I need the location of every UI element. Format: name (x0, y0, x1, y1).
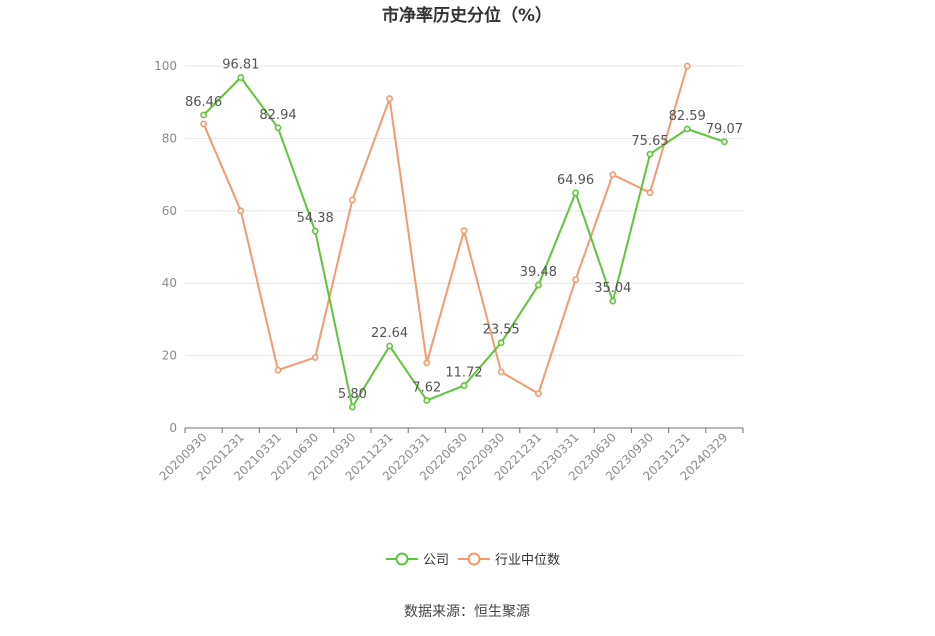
data-label: 22.64 (371, 326, 408, 341)
data-labels: 86.46 96.81 82.94 54.38 5.80 22.64 7.62 11.72 23… (185, 58, 743, 402)
data-point[interactable] (535, 390, 542, 398)
data-label: 5.80 (338, 387, 367, 402)
y-axis: 0 20 40 60 80 100 (154, 59, 177, 435)
x-axis: 2020093020201231202103312021063020210930… (157, 427, 744, 483)
y-tick-label: 60 (162, 204, 177, 218)
data-point[interactable] (646, 189, 654, 197)
legend-label: 行业中位数 (495, 553, 560, 568)
data-label: 64.96 (557, 173, 594, 188)
grid-lines (185, 65, 743, 357)
data-label: 35.04 (594, 281, 631, 296)
data-point[interactable] (609, 171, 617, 178)
data-point[interactable] (348, 196, 356, 204)
y-tick-label: 0 (169, 421, 177, 435)
legend-marker (395, 552, 409, 566)
y-tick-label: 40 (162, 276, 177, 290)
data-label: 11.72 (445, 366, 482, 381)
data-point[interactable] (423, 359, 431, 367)
data-point[interactable] (348, 403, 356, 411)
data-point[interactable] (460, 227, 468, 235)
data-label: 86.46 (185, 95, 222, 110)
data-label: 75.65 (631, 134, 668, 149)
source-note: 数据来源：恒生聚源 (404, 604, 530, 620)
legend-item-0[interactable]: 公司 (386, 552, 449, 568)
legend[interactable]: 公司 行业中位数 (386, 552, 560, 568)
data-point[interactable] (572, 189, 579, 197)
y-tick-label: 20 (162, 349, 177, 363)
legend-item-1[interactable]: 行业中位数 (458, 552, 560, 568)
data-point[interactable] (497, 368, 505, 376)
data-label: 96.81 (222, 58, 259, 73)
data-point[interactable] (200, 111, 207, 119)
y-tick-label: 80 (162, 131, 177, 145)
data-point[interactable] (646, 150, 654, 158)
series-line-1 (202, 65, 689, 395)
data-point[interactable] (311, 354, 319, 361)
data-point[interactable] (683, 62, 691, 70)
legend-marker (467, 552, 481, 566)
data-point[interactable] (572, 276, 579, 283)
data-point[interactable] (386, 342, 393, 350)
series-layer (200, 62, 728, 411)
data-point[interactable] (274, 124, 282, 132)
legend-label: 公司 (423, 553, 449, 568)
chart-title: 市净率历史分位（%） (382, 5, 552, 26)
data-label: 7.62 (412, 380, 441, 395)
data-point[interactable] (497, 339, 505, 347)
data-point[interactable] (609, 297, 617, 305)
data-label: 79.07 (706, 122, 743, 137)
data-point[interactable] (683, 125, 691, 133)
data-label: 54.38 (297, 211, 334, 226)
y-tick-label: 100 (154, 59, 177, 73)
data-point[interactable] (274, 366, 282, 374)
data-point[interactable] (311, 227, 319, 235)
data-point[interactable] (237, 74, 245, 81)
data-label: 82.59 (669, 109, 706, 124)
data-point[interactable] (535, 281, 542, 289)
series-line-0 (202, 76, 725, 408)
data-label: 39.48 (520, 265, 557, 280)
data-point[interactable] (721, 138, 728, 146)
data-point[interactable] (237, 207, 245, 215)
data-label: 23.55 (483, 323, 520, 338)
data-point[interactable] (460, 382, 468, 389)
data-point[interactable] (423, 397, 431, 404)
data-point[interactable] (200, 120, 207, 128)
data-label: 82.94 (259, 108, 296, 123)
data-point[interactable] (386, 95, 393, 102)
